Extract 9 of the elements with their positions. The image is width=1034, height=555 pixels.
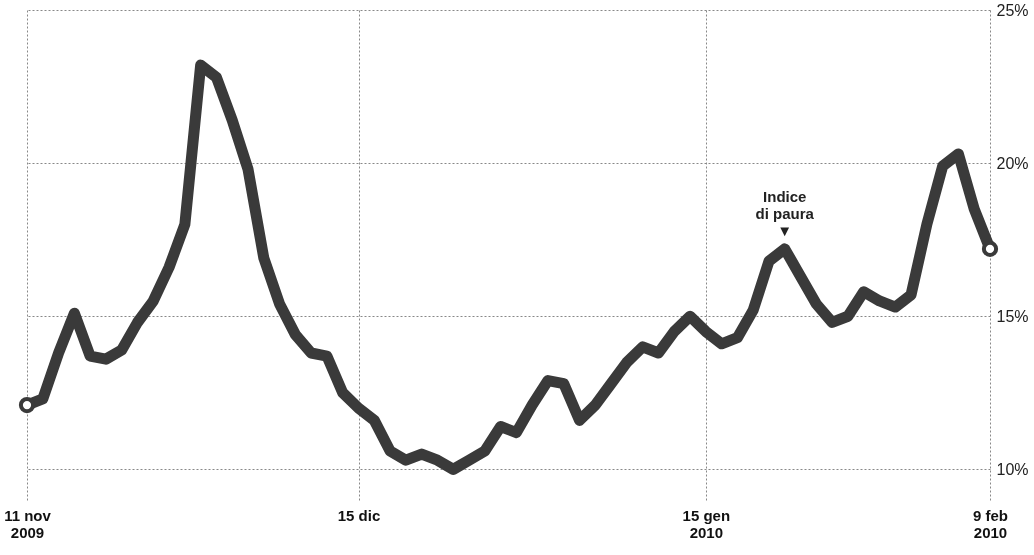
x-tick-label: 9 feb 2010 — [972, 506, 1009, 541]
y-tick-label: 25% — [996, 1, 1029, 19]
y-tick-label: 20% — [996, 154, 1029, 172]
y-tick-label: 10% — [996, 460, 1029, 478]
y-tick-label: 15% — [996, 307, 1029, 325]
x-tick-label: 11 nov 2009 — [4, 506, 52, 541]
annotation: Indice di paura ▼ — [755, 187, 815, 239]
x-tick-label: 15 dic — [337, 506, 381, 524]
x-tick-label: 15 gen 2010 — [682, 506, 731, 541]
